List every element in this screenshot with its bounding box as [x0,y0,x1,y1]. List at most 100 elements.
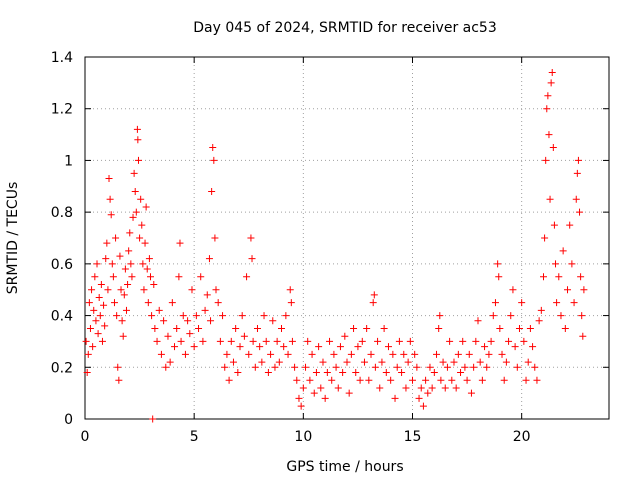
data-point [136,234,144,242]
data-point [192,312,200,320]
data-point [190,343,198,351]
data-point [494,260,502,268]
data-point [424,389,432,397]
data-point [168,299,176,307]
data-point [139,260,147,268]
data-point [568,260,576,268]
data-point [422,376,430,384]
data-point [358,337,366,345]
data-point [216,337,224,345]
data-point [474,317,482,325]
data-point [287,299,295,307]
data-point [160,317,168,325]
data-point [293,376,301,384]
data-point [513,363,521,371]
data-point [354,343,362,351]
data-point [380,325,388,332]
data-point [262,337,270,345]
x-tick-label: 10 [294,429,312,445]
y-axis-title: SRMTID / TECUs [5,182,21,295]
data-point [577,273,585,281]
data-point [404,358,412,366]
data-point [214,299,222,307]
data-point [371,363,379,371]
data-point [547,79,555,87]
data-point [522,376,530,384]
data-point [370,291,378,299]
x-tick-label: 5 [190,429,199,445]
data-point [411,350,419,358]
data-point [184,317,192,325]
data-point [125,247,133,255]
data-point [545,131,553,139]
data-point [297,402,305,410]
data-point [505,337,513,345]
data-point [476,358,484,366]
data-point [463,376,471,384]
data-point [561,325,569,332]
data-point [498,350,506,358]
data-point [164,332,172,340]
data-point [83,368,91,376]
data-point [489,312,497,320]
data-point [143,265,151,273]
data-point [101,322,109,330]
data-point [552,260,560,268]
data-point [248,255,256,263]
data-point [378,358,386,366]
y-tick-label: 0 [64,412,73,428]
data-point [478,376,486,384]
y-tick-label: 1 [64,153,73,169]
data-point [426,363,434,371]
data-point [141,239,149,247]
data-point [345,389,353,397]
data-point [203,291,211,299]
data-point [92,317,100,325]
data-point [232,325,240,332]
x-tick-label: 0 [81,429,90,445]
data-point [544,92,552,100]
data-point [509,286,517,294]
data-point [117,286,125,294]
data-point [363,325,371,332]
x-tick-label: 15 [404,429,422,445]
data-point [199,337,207,345]
data-point [555,273,563,281]
data-point [134,156,142,164]
data-point [393,363,401,371]
data-point [580,286,588,294]
data-point [113,312,121,320]
data-point [157,350,165,358]
data-point [100,301,108,309]
data-point [435,325,443,332]
data-point [341,332,349,340]
data-point [334,384,342,392]
data-point [209,144,217,151]
data-point [496,325,504,332]
data-point [511,343,519,351]
data-point [126,229,134,237]
data-point [553,299,561,307]
data-point [491,299,499,307]
data-point [271,363,279,371]
y-tick-label: 0.4 [51,309,73,325]
data-point [197,273,205,281]
data-point [104,286,112,294]
data-point [428,384,436,392]
data-point [132,208,140,216]
data-point [352,368,360,376]
data-point [437,376,445,384]
data-point [330,350,338,358]
data-point [98,337,106,345]
data-point [481,343,489,351]
data-point [543,105,551,113]
data-point [343,358,351,366]
data-point [483,363,491,371]
data-point [376,384,384,392]
data-point [212,286,220,294]
data-point [502,358,510,366]
data-point [173,325,181,332]
data-point [96,312,104,320]
data-point [548,69,556,77]
